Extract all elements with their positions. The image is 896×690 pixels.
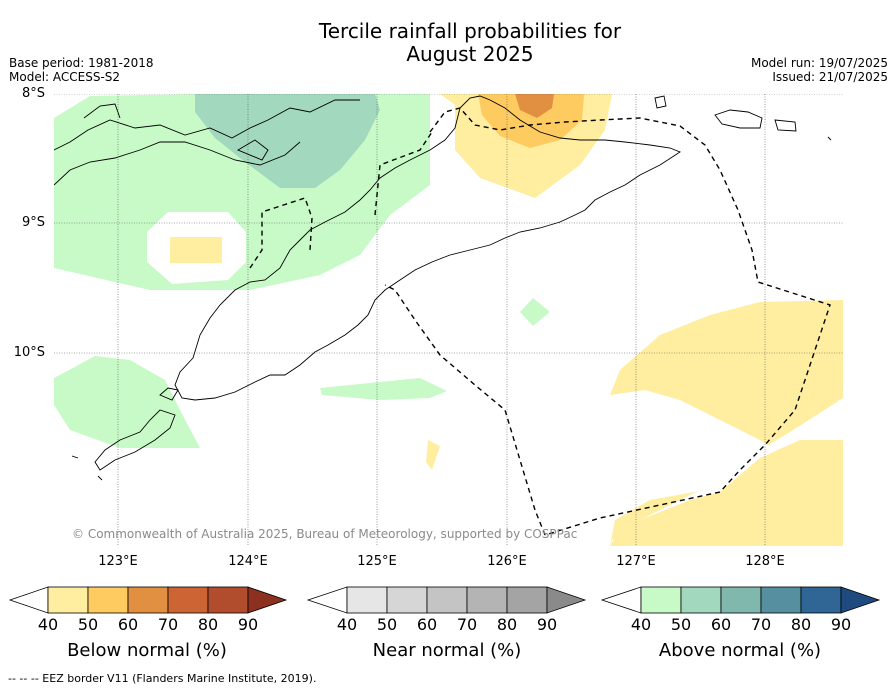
below-normal-60-north <box>515 94 554 118</box>
below-normal-title: Below normal (%) <box>67 640 227 661</box>
lon-label-125e: 125°E <box>357 554 397 569</box>
coastlines <box>54 95 832 481</box>
near-tick: 60 <box>416 615 438 634</box>
lat-label-10s: 10°S <box>13 345 45 360</box>
lon-label-128e: 128°E <box>745 554 785 569</box>
near-tick: 40 <box>336 615 358 634</box>
above-normal-strong-region <box>195 94 380 188</box>
lon-label-124e: 124°E <box>228 554 268 569</box>
above-normal-region-southwest <box>54 356 200 448</box>
below-tick: 80 <box>197 615 219 634</box>
below-tick: 50 <box>77 615 99 634</box>
gridlines <box>54 94 843 546</box>
title-line-2: August 2025 <box>406 42 534 66</box>
above-normal-patch-center <box>520 298 550 326</box>
base-period: Base period: 1981-2018 <box>9 56 154 70</box>
model-run: Model run: 19/07/2025 <box>750 56 888 70</box>
below-tick: 60 <box>117 615 139 634</box>
above-tick: 90 <box>830 615 852 634</box>
issued-date: Issued: 21/07/2025 <box>772 70 888 84</box>
metadata-left: Base period: 1981-2018 Model: ACCESS-S2 <box>9 56 154 84</box>
above-normal-title: Above normal (%) <box>658 640 822 661</box>
model-name: Model: ACCESS-S2 <box>9 70 121 84</box>
lon-label-127e: 127°E <box>616 554 656 569</box>
below-normal-region-southeast-2 <box>610 440 843 546</box>
eez-footnote: -- -- -- EEZ border V11 (Flanders Marine… <box>8 672 317 685</box>
below-normal-blob-west <box>170 237 222 263</box>
below-normal-patch-south <box>426 440 440 470</box>
title-line-1: Tercile rainfall probabilities for <box>318 19 622 43</box>
colorbar-near <box>306 586 587 614</box>
below-tick: 90 <box>237 615 259 634</box>
copyright-notice: © Commonwealth of Australia 2025, Bureau… <box>72 527 578 541</box>
colorbar-above <box>600 586 881 614</box>
near-normal-title: Near normal (%) <box>372 640 522 661</box>
lon-label-126e: 126°E <box>487 554 527 569</box>
above-tick: 70 <box>750 615 772 634</box>
above-tick: 80 <box>790 615 812 634</box>
above-normal-strip <box>320 378 447 400</box>
below-tick: 70 <box>157 615 179 634</box>
metadata-right: Model run: 19/07/2025 Issued: 21/07/2025 <box>751 56 888 84</box>
near-tick: 80 <box>496 615 518 634</box>
near-tick: 70 <box>456 615 478 634</box>
near-tick: 50 <box>376 615 398 634</box>
above-tick: 50 <box>670 615 692 634</box>
near-tick: 90 <box>536 615 558 634</box>
colorbar-below <box>8 586 288 614</box>
map-area <box>54 94 843 546</box>
above-tick: 40 <box>630 615 652 634</box>
map-title: Tercile rainfall probabilities for Augus… <box>250 20 690 66</box>
lon-label-123e: 123°E <box>98 554 138 569</box>
lat-label-9s: 9°S <box>21 215 45 230</box>
lat-label-8s: 8°S <box>21 86 45 101</box>
eez-border <box>249 107 831 536</box>
below-tick: 40 <box>37 615 59 634</box>
above-tick: 60 <box>710 615 732 634</box>
